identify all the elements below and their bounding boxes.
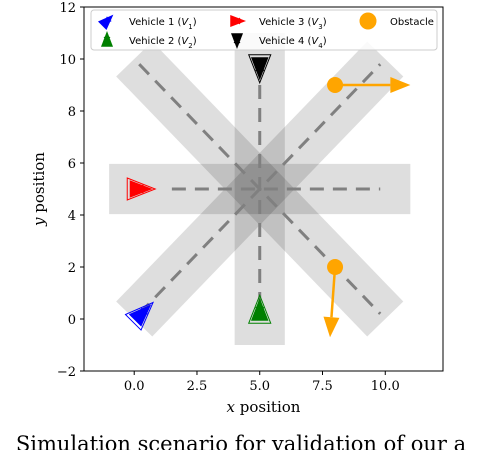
obstacle-2 bbox=[327, 259, 344, 275]
obstacle-velocity-line-2 bbox=[330, 266, 337, 318]
legend-label-vehicle-1: Vehicle 1 (V1) bbox=[129, 17, 197, 31]
axes-frame bbox=[83, 6, 444, 372]
vehicle-3-outline bbox=[126, 177, 157, 201]
vehicle-2-outline bbox=[248, 293, 272, 324]
vehicle-4-marker bbox=[255, 62, 265, 72]
legend-marker-x-4 bbox=[233, 36, 241, 44]
legend-label-vehicle-3: Vehicle 3 (V3) bbox=[259, 17, 327, 31]
y-tick-label-5: 6 bbox=[68, 157, 76, 172]
vehicle-3-marker bbox=[134, 184, 144, 194]
y-axis-title: y position bbox=[30, 152, 48, 227]
x-tick-label-2: 2.5 bbox=[187, 379, 208, 394]
legend-marker-x-2 bbox=[103, 36, 111, 44]
legend-label-vehicle-2: Vehicle 2 (V2) bbox=[129, 36, 197, 50]
x-tick-label-4: 7.5 bbox=[312, 379, 333, 394]
y-tick-label-7: 10 bbox=[59, 53, 76, 68]
x-tick-label-3: 5.0 bbox=[249, 379, 270, 394]
vehicle-1 bbox=[124, 301, 155, 331]
vehicle-1-outline bbox=[124, 301, 155, 331]
obstacle-velocity-arrowhead-1 bbox=[390, 77, 411, 93]
obstacle-1 bbox=[327, 77, 344, 93]
vehicle-4 bbox=[248, 54, 272, 85]
x-axis-title: x position bbox=[227, 398, 301, 416]
legend: Vehicle 1 (V1) Vehicle 2 (V2) Vehicle 3 (V… bbox=[90, 9, 438, 51]
y-tick-label-1: −2 bbox=[57, 365, 76, 380]
legend-marker-x-1 bbox=[102, 16, 112, 26]
y-tick-label-8: 12 bbox=[59, 1, 76, 16]
y-tick-label-2: 0 bbox=[68, 313, 76, 328]
obstacle-velocity-arrowhead-2 bbox=[323, 316, 340, 338]
legend-marker-vehicle-3 bbox=[230, 15, 246, 27]
legend-marker-vehicle-1 bbox=[97, 14, 114, 31]
y-tick-label-3: 2 bbox=[68, 261, 76, 276]
legend-marker-x-3 bbox=[233, 17, 241, 25]
vehicle-3 bbox=[126, 177, 157, 201]
vehicle-2 bbox=[248, 293, 272, 324]
vehicle-4-outline bbox=[248, 54, 272, 85]
vehicle-2-marker bbox=[255, 306, 265, 316]
legend-box bbox=[90, 9, 438, 51]
vehicle-1-triangle bbox=[128, 304, 152, 327]
y-tick-label-4: 4 bbox=[68, 209, 76, 224]
x-tick-label-5: 10.0 bbox=[371, 379, 400, 394]
figure-caption: Simulation scenario for validation of ou… bbox=[15, 432, 467, 450]
vehicle-1-marker bbox=[136, 308, 148, 320]
y-tick-label-6: 8 bbox=[68, 105, 76, 120]
legend-marker-obstacle bbox=[359, 12, 377, 30]
legend-marker-vehicle-2 bbox=[101, 31, 113, 47]
legend-marker-vehicle-4 bbox=[231, 33, 243, 49]
chart: 0.0 2.5 5.0 7.5 10.0 −2 0 2 4 6 8 10 12 x position y p… bbox=[30, 1, 444, 416]
plot-area bbox=[109, 33, 411, 345]
legend-marker-triangle-1 bbox=[97, 14, 114, 31]
legend-label-vehicle-4: Vehicle 4 (V4) bbox=[259, 36, 327, 50]
legend-label-obstacle: Obstacle bbox=[390, 17, 434, 28]
x-tick-label-1: 0.0 bbox=[124, 379, 145, 394]
